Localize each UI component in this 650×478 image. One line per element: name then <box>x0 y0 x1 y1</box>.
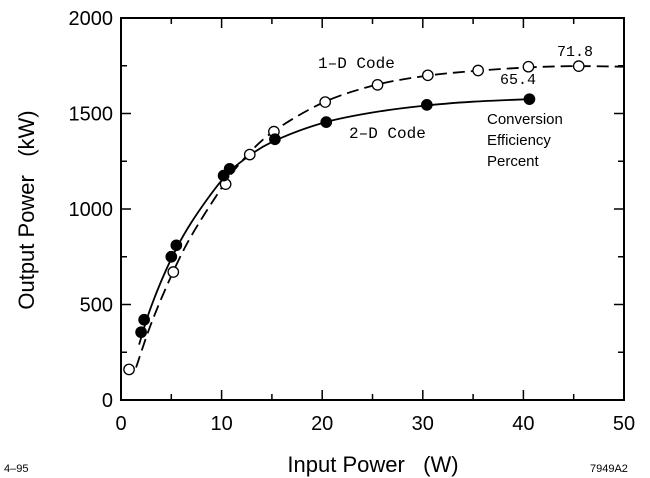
series-2d-point <box>420 99 433 111</box>
x-tick-label: 0 <box>115 413 126 435</box>
series-2d-point <box>138 313 150 326</box>
y-tick-label: 2000 <box>69 8 114 30</box>
series-2d-point <box>320 116 333 128</box>
series-2d-point <box>135 326 147 339</box>
series-2d-point <box>269 133 281 146</box>
data-points <box>123 60 585 376</box>
series-label-2d: 2–D Code <box>349 125 426 143</box>
series-1d-point <box>472 64 484 77</box>
efficiency-legend-line3: Percent <box>487 153 540 170</box>
series-1d-point <box>572 60 585 72</box>
y-tick-label: 0 <box>102 390 113 412</box>
y-axis-label: Output Power (kW) <box>14 110 39 309</box>
axis-ticks <box>120 17 625 401</box>
series-1d-point <box>522 60 535 73</box>
y-tick-label: 1000 <box>69 199 114 221</box>
x-tick-label: 40 <box>512 413 534 435</box>
x-tick-label: 10 <box>210 413 232 435</box>
figure-id-code: 7949A2 <box>590 463 628 475</box>
series-1d-point <box>421 69 434 82</box>
x-axis-label: Input Power (W) <box>287 452 458 477</box>
efficiency-legend-line2: Efficiency <box>487 132 551 149</box>
series-1d-point <box>243 148 256 161</box>
series-1d-point <box>123 363 135 376</box>
series-2d-point <box>223 163 236 175</box>
x-tick-label: 20 <box>311 413 333 435</box>
y-tick-label: 500 <box>80 295 113 317</box>
series-2d-line <box>138 98 530 345</box>
series-label-1d: 1–D Code <box>318 55 395 73</box>
efficiency-label-1d: 71.8 <box>557 44 593 61</box>
figure-date-code: 4–95 <box>4 463 28 475</box>
series-1d-point <box>371 79 384 91</box>
efficiency-label-2d: 65.4 <box>500 72 536 89</box>
x-tick-label: 50 <box>613 413 635 435</box>
series-1d-point <box>167 266 180 278</box>
series-2d-point <box>523 93 536 106</box>
series-1d-point <box>319 96 332 108</box>
series-2d-point <box>170 239 183 252</box>
series-2d-point <box>165 250 178 263</box>
plot-border <box>120 17 625 401</box>
efficiency-legend-line1: Conversion <box>487 111 563 128</box>
plot-frame <box>120 17 625 401</box>
x-tick-label: 30 <box>412 413 434 435</box>
y-tick-label: 1500 <box>69 104 114 126</box>
